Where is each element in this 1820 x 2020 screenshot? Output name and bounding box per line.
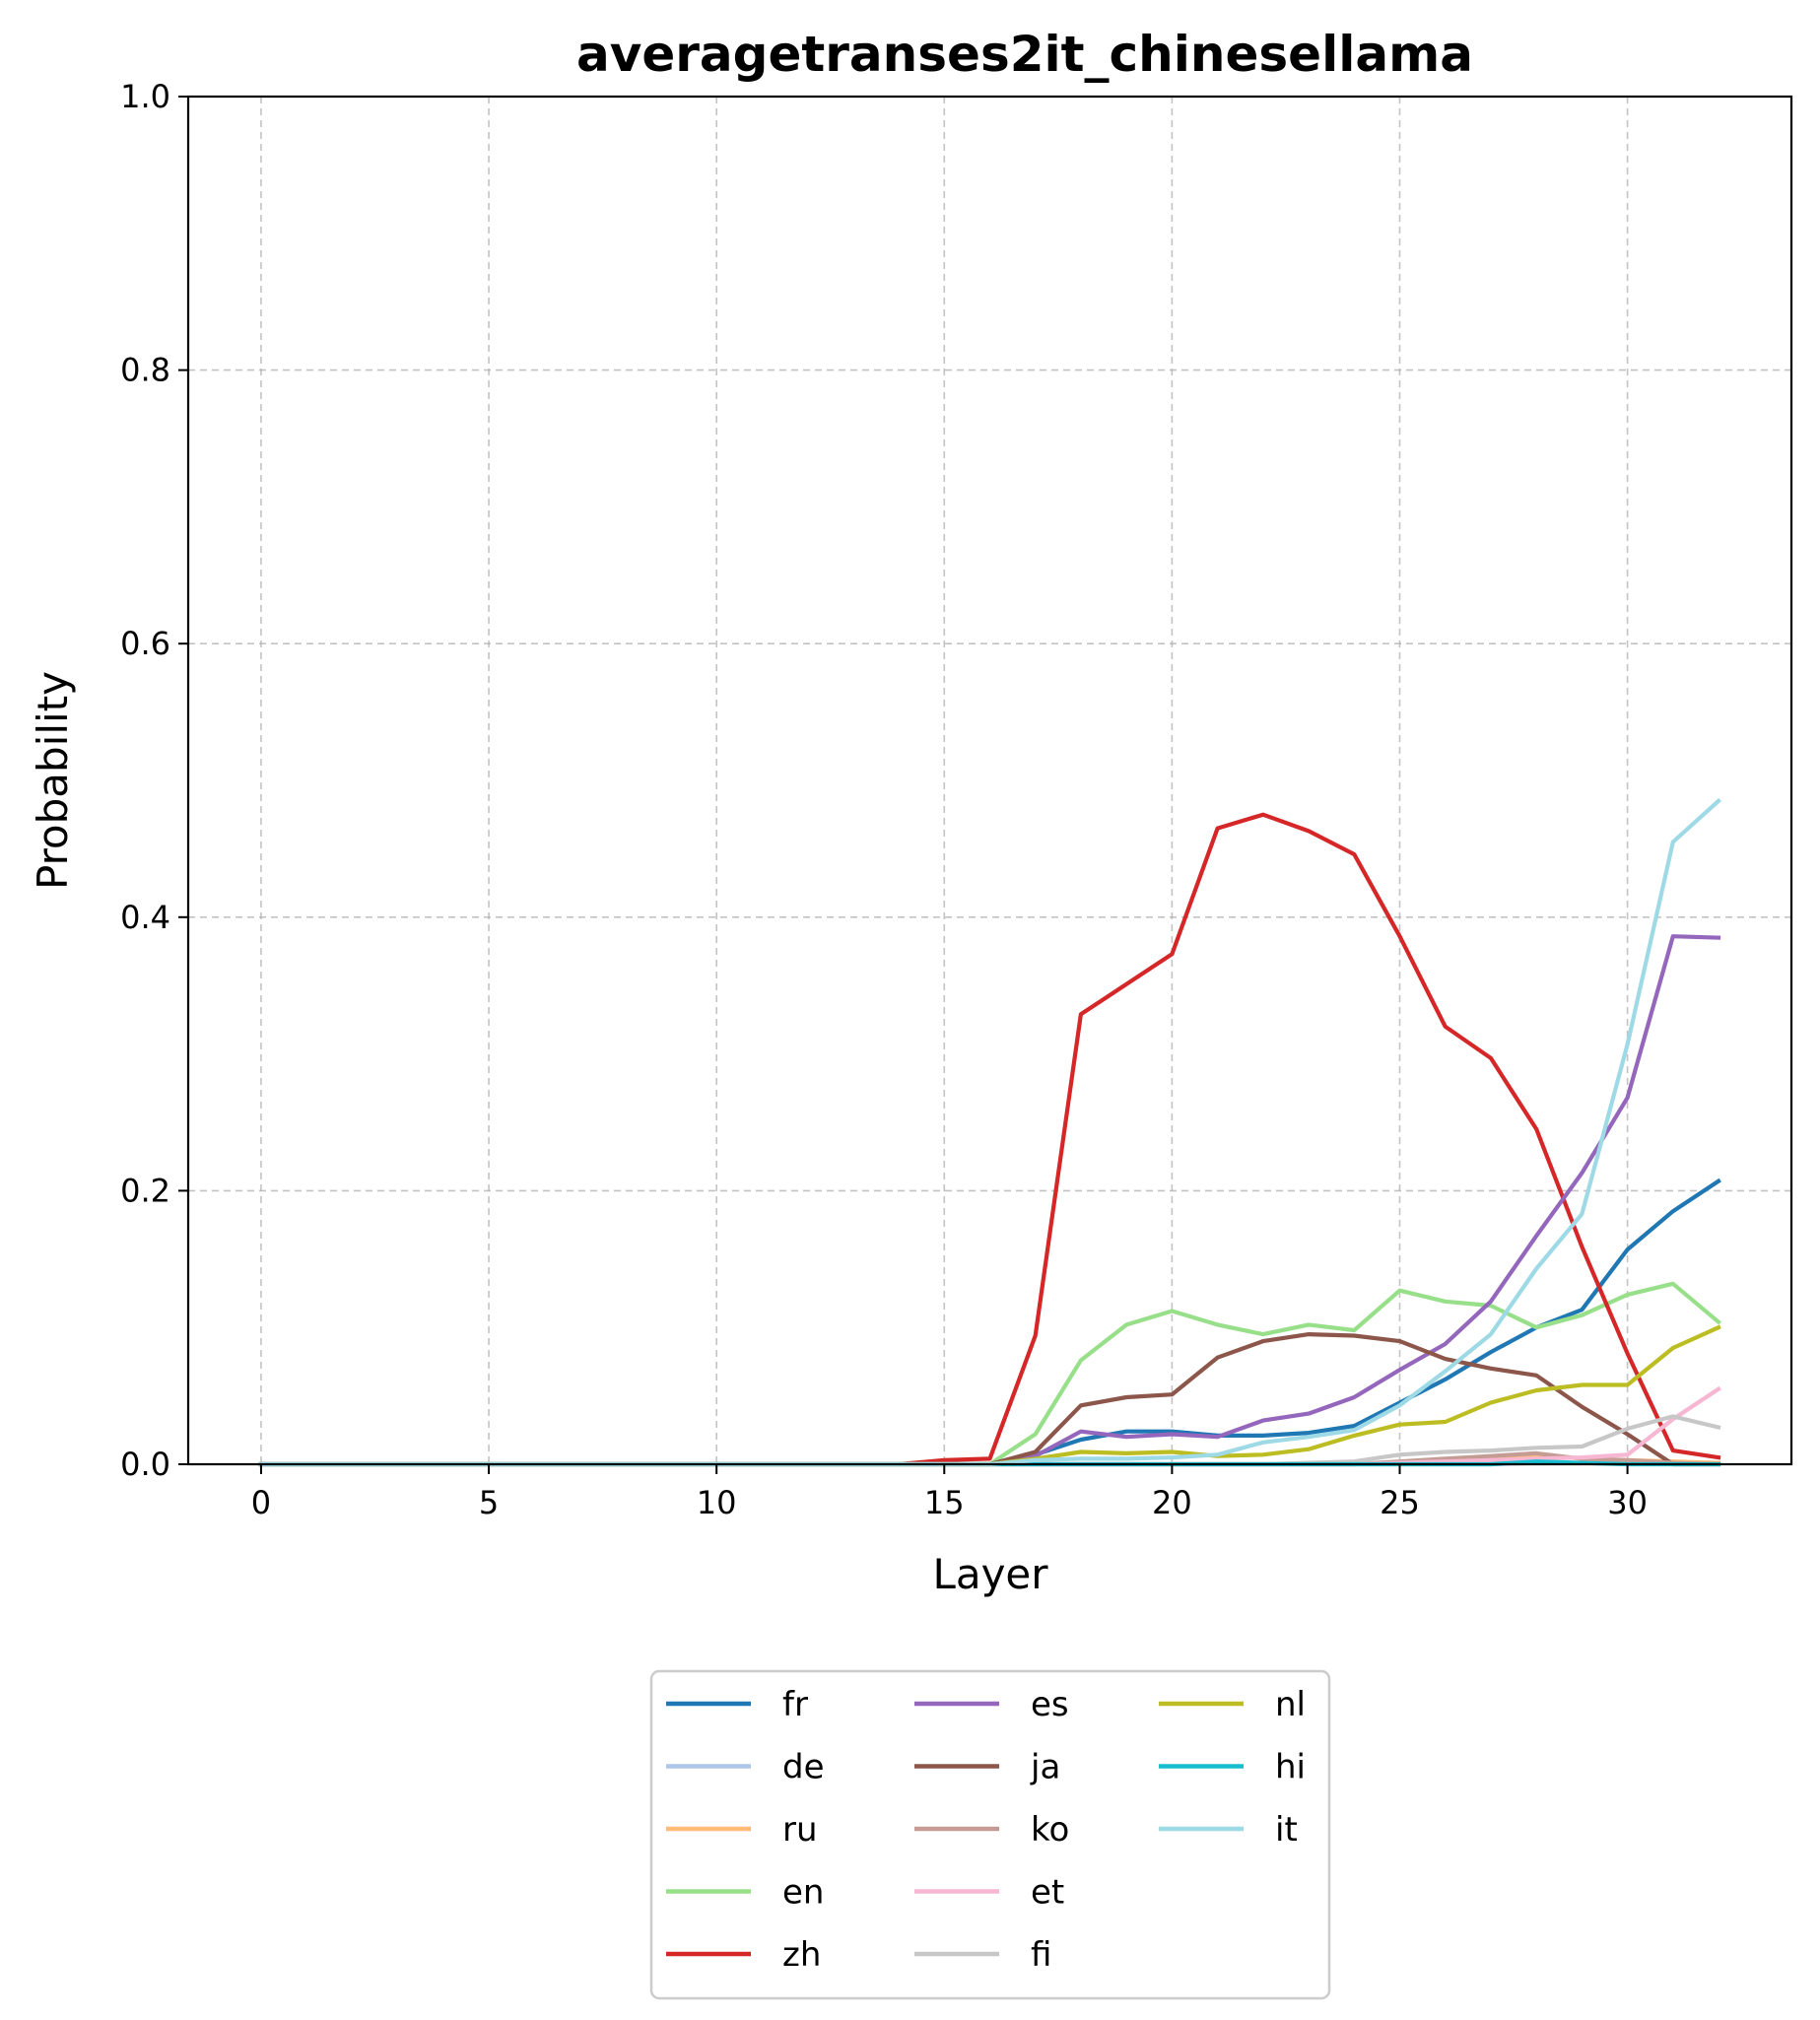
legend-label-en: en bbox=[782, 1873, 824, 1913]
legend: fr de ru en zh es ja ko et fi nl hi it bbox=[649, 1669, 1331, 2000]
legend-label-hi: hi bbox=[1275, 1748, 1306, 1787]
legend-label-ja: ja bbox=[1030, 1748, 1060, 1787]
x-tick-label: 0 bbox=[251, 1484, 271, 1521]
legend-label-zh: zh bbox=[782, 1935, 821, 1975]
x-tick-label: 30 bbox=[1607, 1484, 1648, 1521]
chart-title: averagetranses2it_chinesellama bbox=[576, 26, 1473, 83]
y-tick-label: 0.8 bbox=[120, 352, 170, 389]
legend-label-nl: nl bbox=[1275, 1685, 1306, 1724]
x-tick-label: 5 bbox=[479, 1484, 499, 1521]
y-tick-label: 0.4 bbox=[120, 899, 170, 936]
x-tick-label: 15 bbox=[924, 1484, 965, 1521]
legend-label-ko: ko bbox=[1031, 1810, 1069, 1850]
y-tick-label: 0.0 bbox=[120, 1446, 170, 1483]
y-tick-label: 1.0 bbox=[120, 78, 170, 115]
legend-frame bbox=[649, 1669, 1331, 2000]
grid bbox=[188, 97, 1791, 1464]
y-axis: 0.0 0.2 0.4 0.6 0.8 1.0 bbox=[120, 78, 188, 1483]
x-axis-label: Layer bbox=[932, 1550, 1048, 1598]
x-tick-label: 20 bbox=[1152, 1484, 1192, 1521]
y-axis-label: Probability bbox=[29, 671, 77, 890]
legend-label-fr: fr bbox=[782, 1685, 808, 1724]
legend-label-et: et bbox=[1031, 1873, 1064, 1913]
x-tick-label: 25 bbox=[1380, 1484, 1420, 1521]
legend-label-es: es bbox=[1031, 1685, 1069, 1724]
legend-label-ru: ru bbox=[782, 1810, 818, 1850]
legend-label-de: de bbox=[782, 1748, 825, 1787]
legend-label-fi: fi bbox=[1031, 1935, 1051, 1975]
y-tick-label: 0.2 bbox=[120, 1172, 170, 1209]
legend-label-it: it bbox=[1275, 1810, 1298, 1850]
y-tick-label: 0.6 bbox=[120, 625, 170, 662]
plot-area-frame bbox=[186, 95, 1793, 1466]
x-tick-label: 10 bbox=[697, 1484, 737, 1521]
x-axis: 0 5 10 15 20 25 30 bbox=[251, 1464, 1648, 1521]
